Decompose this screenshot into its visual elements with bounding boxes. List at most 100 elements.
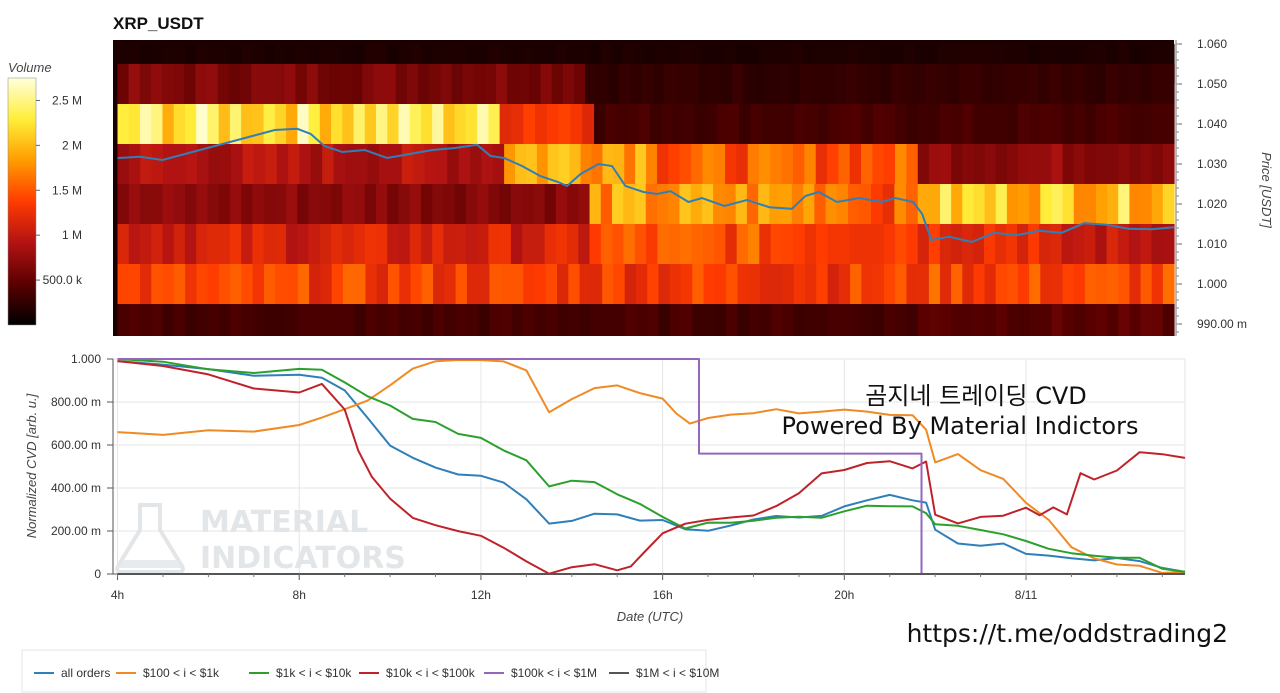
heatmap-cell bbox=[533, 224, 546, 264]
heatmap-cell bbox=[1140, 144, 1153, 184]
heatmap-cell bbox=[297, 304, 310, 336]
heatmap-cell bbox=[675, 64, 688, 104]
heatmap-cell bbox=[872, 104, 885, 144]
heatmap-cell bbox=[578, 224, 591, 264]
heatmap-cell bbox=[1118, 264, 1131, 304]
legend-label: $1M < i < $10M bbox=[636, 666, 719, 680]
cvd-y-tick-label: 400.00 m bbox=[51, 481, 101, 495]
heatmap-cell bbox=[1084, 224, 1096, 264]
heatmap-cell bbox=[162, 64, 174, 104]
heatmap-plot[interactable] bbox=[113, 40, 1175, 336]
heatmap-cell bbox=[849, 224, 862, 264]
heatmap-cell bbox=[702, 144, 715, 184]
heatmap-cell bbox=[1095, 104, 1108, 144]
heatmap-cell bbox=[951, 144, 963, 184]
heatmap-cell bbox=[488, 104, 501, 144]
heatmap-cell bbox=[1062, 144, 1075, 184]
heatmap-cell bbox=[242, 144, 255, 184]
colorbar-ticks: 2.5 M 2 M 1.5 M 1 M 500.0 k bbox=[36, 93, 83, 287]
heatmap-cell bbox=[781, 144, 794, 184]
telegram-url[interactable]: https://t.me/oddstrading2 bbox=[907, 619, 1228, 648]
heatmap-cell bbox=[805, 264, 817, 304]
heatmap-cell bbox=[951, 184, 963, 224]
heatmap-cell bbox=[647, 304, 660, 336]
heatmap-cell bbox=[917, 104, 930, 144]
heatmap-cell bbox=[140, 144, 153, 184]
heatmap-cell bbox=[140, 264, 152, 304]
heatmap-cell bbox=[373, 64, 386, 104]
heatmap-cell bbox=[196, 304, 209, 336]
heatmap-cell bbox=[940, 304, 952, 336]
heatmap-cell bbox=[1151, 184, 1164, 224]
heatmap-cell bbox=[827, 264, 840, 304]
cvd-x-tick-label: 12h bbox=[471, 588, 491, 602]
heatmap-cell bbox=[217, 64, 230, 104]
heatmap-cell bbox=[534, 304, 547, 336]
heatmap-cell bbox=[771, 264, 784, 304]
heatmap-cell bbox=[465, 104, 478, 144]
heatmap-cell bbox=[558, 144, 571, 184]
heatmap-cell bbox=[218, 104, 231, 144]
heatmap-cell bbox=[613, 304, 626, 336]
heatmap-cell bbox=[902, 64, 915, 104]
heatmap-cell bbox=[263, 104, 276, 144]
heatmap-cell bbox=[241, 304, 254, 336]
heatmap-cell bbox=[342, 184, 355, 224]
heatmap-cell bbox=[702, 224, 715, 264]
heatmap-cell bbox=[488, 224, 501, 264]
heatmap-cell bbox=[580, 144, 593, 184]
heatmap-cell bbox=[815, 224, 828, 264]
heatmap-cell bbox=[709, 64, 722, 104]
heatmap-cell bbox=[367, 144, 380, 184]
heatmap-cell bbox=[320, 264, 333, 304]
heatmap-cell bbox=[694, 104, 707, 144]
cvd-x-axis-label: Date (UTC) bbox=[617, 609, 683, 624]
heatmap-cell bbox=[1140, 224, 1153, 264]
heatmap-cell bbox=[162, 304, 175, 336]
heatmap-cell bbox=[800, 64, 813, 104]
heatmap-cell bbox=[656, 144, 669, 184]
heatmap-cell bbox=[495, 64, 508, 104]
heatmap-cell bbox=[320, 304, 333, 336]
heatmap-cell bbox=[1029, 104, 1041, 144]
heatmap-cell bbox=[286, 264, 299, 304]
heatmap-cell bbox=[1073, 144, 1086, 184]
heatmap-cell bbox=[484, 64, 497, 104]
heatmap-cell bbox=[995, 144, 1008, 184]
heatmap-cell bbox=[1062, 104, 1075, 144]
heatmap-cell bbox=[1083, 64, 1096, 104]
heatmap-cell bbox=[683, 104, 696, 144]
heatmap-cell bbox=[664, 64, 677, 104]
heatmap-cell bbox=[962, 264, 975, 304]
heatmap-cell bbox=[353, 104, 366, 144]
heatmap-cell bbox=[317, 64, 330, 104]
heatmap-cell bbox=[679, 184, 692, 224]
heatmap-cell bbox=[1151, 104, 1164, 144]
heatmap-cell bbox=[906, 144, 919, 184]
heatmap-cell bbox=[861, 144, 873, 184]
heatmap-cell bbox=[364, 104, 377, 144]
heatmap-cell bbox=[995, 184, 1008, 224]
heatmap-cell bbox=[872, 304, 885, 336]
heatmap-cell bbox=[961, 224, 974, 264]
heatmap-cell bbox=[782, 264, 795, 304]
heatmap-cell bbox=[1073, 104, 1086, 144]
heatmap-cell bbox=[117, 144, 130, 184]
heatmap-cell bbox=[983, 224, 996, 264]
heatmap-cell bbox=[804, 224, 817, 264]
heatmap-cell bbox=[737, 264, 750, 304]
heatmap-cell bbox=[681, 264, 693, 304]
heatmap-cell bbox=[128, 304, 141, 336]
heatmap-cell bbox=[727, 104, 740, 144]
heatmap-cell bbox=[557, 264, 569, 304]
heatmap-price-axis: 1.060 1.050 1.040 1.030 1.020 1.010 1.000 990.0… bbox=[1176, 37, 1247, 333]
legend-label: $100 < i < $1k bbox=[143, 666, 220, 680]
heatmap-cell bbox=[928, 184, 941, 224]
heatmap-cell bbox=[1084, 104, 1097, 144]
heatmap-cell bbox=[771, 304, 784, 336]
heatmap-cell bbox=[726, 304, 739, 336]
heatmap-cell bbox=[1018, 184, 1030, 224]
heatmap-cell bbox=[162, 184, 175, 224]
heatmap-cell bbox=[507, 64, 519, 104]
heatmap-cell bbox=[725, 224, 738, 264]
